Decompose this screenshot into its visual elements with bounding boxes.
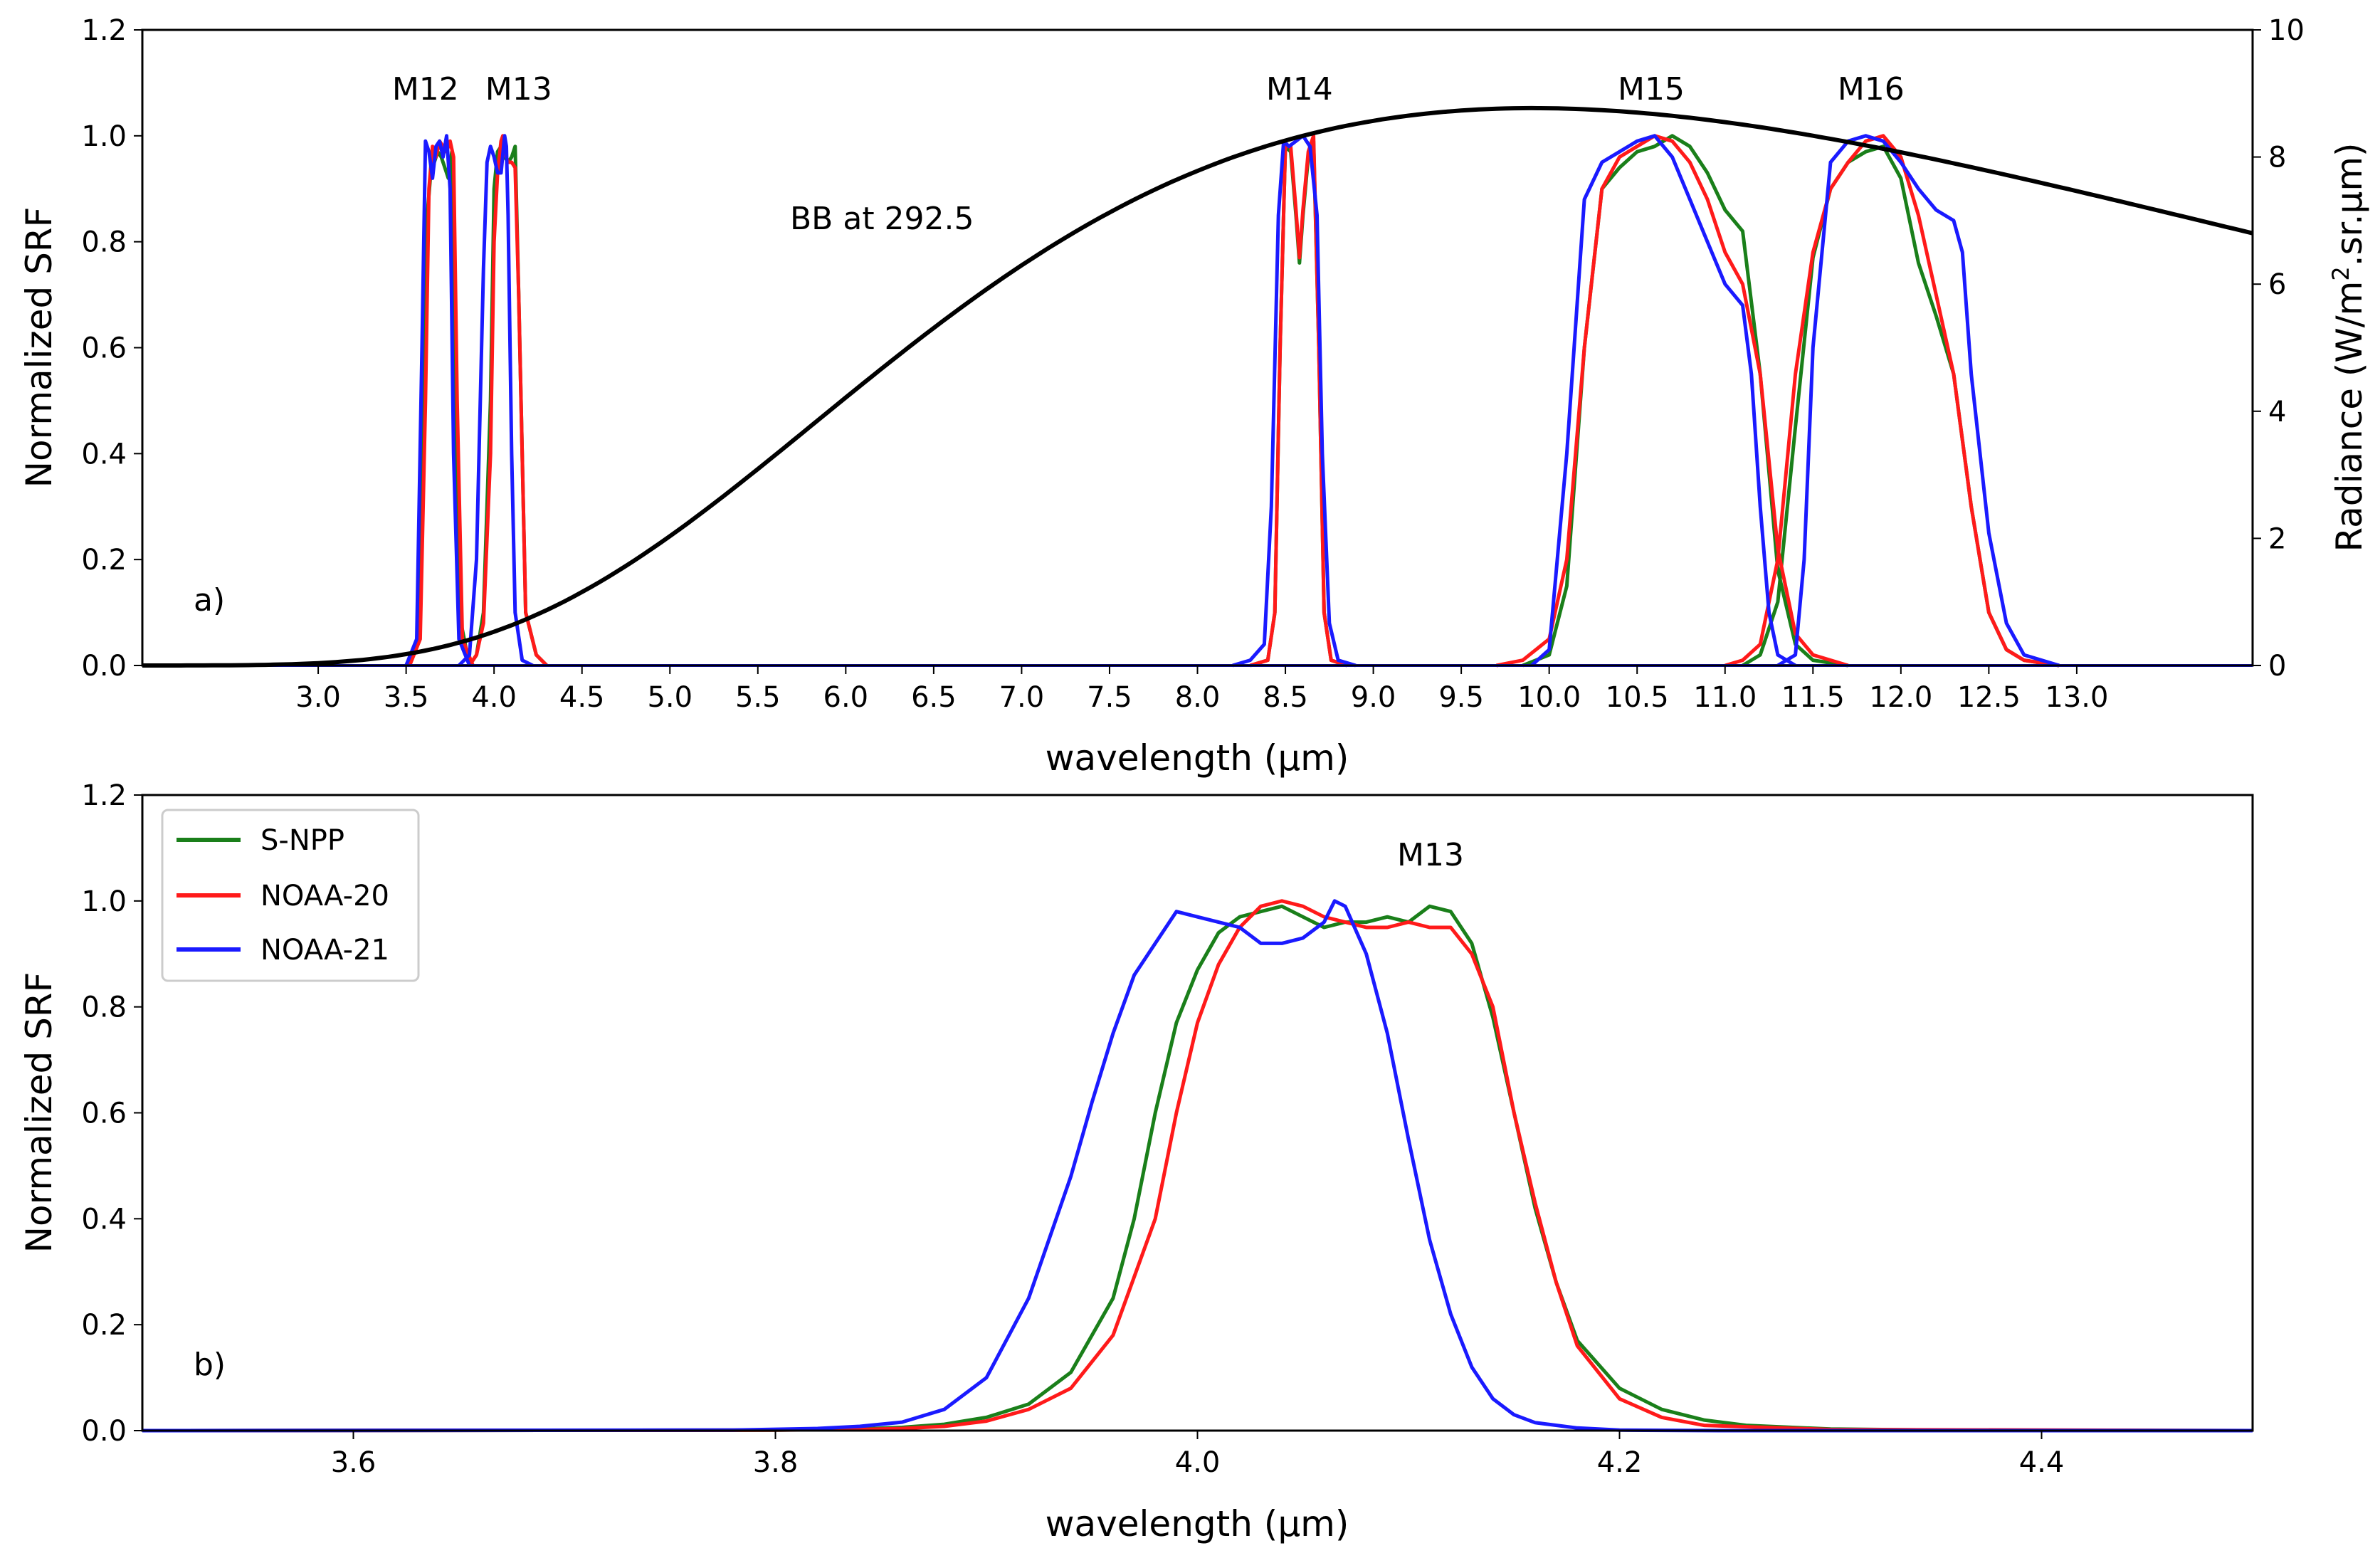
panel-a-y2-tick-label: 2	[2268, 522, 2286, 555]
panel-a-y-tick-label: 1.0	[81, 120, 127, 153]
panel-b-y-tick-label: 0.8	[81, 991, 127, 1024]
band-label-m12: M12	[392, 71, 459, 107]
panel-a-y2-tick-label: 0	[2268, 650, 2286, 683]
panel-b: 3.6 3.8 4.0 4.2 4.4 0.0 0.2 0.4 0.6 0.8 1.0 1.2 M1…	[19, 779, 2254, 1544]
panel-a-x-tick-label: 10.0	[1517, 681, 1581, 714]
panel-b-y-tick-label: 1.0	[81, 885, 127, 918]
y2-label-main: Radiance (W/m	[2329, 281, 2370, 552]
panel-b-x-tick-label: 3.6	[331, 1446, 377, 1479]
y2-label-tail: .sr.µm)	[2329, 142, 2370, 266]
blackbody-label: BB at 292.5	[790, 201, 974, 237]
m13-line-noaa20	[142, 899, 2253, 1433]
band-label-m14: M14	[1266, 71, 1333, 107]
panel-a: 3.0 3.5 4.0 4.5 5.0 5.5 6.0 6.5 7.0 7.5 8.0 8.5 9.0 9…	[19, 14, 2370, 779]
panel-b-band-label: M13	[1397, 837, 1464, 873]
panel-a-y-axis-label: Normalized SRF	[19, 207, 60, 488]
srf-line-noaa21-m12	[404, 134, 471, 666]
y2-label-superscript: 2	[2327, 266, 2354, 280]
panel-a-x-tick-label: 6.5	[911, 681, 957, 714]
panel-b-x-tick-label: 4.2	[1597, 1446, 1643, 1479]
panel-b-y-tick-label: 0.4	[81, 1203, 127, 1236]
panel-a-x-tick-label: 3.0	[295, 681, 341, 714]
band-label-m15: M15	[1618, 71, 1685, 107]
panel-a-y2-tick-label: 10	[2268, 14, 2305, 47]
srf-line-noaa21-m14	[1232, 134, 1357, 668]
panel-b-x-tick-label: 3.8	[753, 1446, 799, 1479]
panel-a-y-ticks: 0.0 0.2 0.4 0.6 0.8 1.0 1.2	[81, 14, 142, 683]
legend-entry-noaa20: NOAA-20	[260, 880, 389, 912]
panel-a-y2-axis-label: Radiance (W/m2.sr.µm)	[2327, 142, 2370, 552]
panel-a-x-tick-label: 4.5	[559, 681, 605, 714]
panel-a-y-tick-label: 0.2	[81, 544, 127, 577]
panel-b-y-tick-label: 0.6	[81, 1098, 127, 1130]
panel-b-y-axis-label: Normalized SRF	[19, 972, 60, 1253]
panel-a-x-tick-label: 12.0	[1869, 681, 1932, 714]
panel-a-x-tick-label: 10.5	[1606, 681, 1669, 714]
panel-a-x-tick-label: 12.5	[1957, 681, 2021, 714]
srf-line-noaa21-m15	[1530, 134, 1796, 668]
band-label-m13: M13	[485, 71, 552, 107]
panel-a-y-tick-label: 1.2	[81, 14, 127, 47]
panel-b-plot-area	[142, 795, 2253, 1431]
panel-a-x-tick-label: 9.5	[1438, 681, 1484, 714]
panel-a-x-tick-label: 5.0	[647, 681, 693, 714]
panel-a-x-tick-label: 11.5	[1781, 681, 1845, 714]
panel-a-y-tick-label: 0.8	[81, 226, 127, 259]
panel-a-band-labels: M12 M13 M14 M15 M16	[392, 71, 1905, 107]
panel-b-y-tick-label: 0.2	[81, 1309, 127, 1342]
panel-a-y-tick-label: 0.0	[81, 650, 127, 683]
panel-a-y2-tick-label: 6	[2268, 268, 2286, 301]
panel-a-x-tick-label: 3.5	[384, 681, 429, 714]
legend-entry-snpp: S-NPP	[260, 824, 344, 857]
legend-entry-noaa21: NOAA-21	[260, 934, 389, 967]
panel-b-y-ticks: 0.0 0.2 0.4 0.6 0.8 1.0 1.2	[81, 779, 142, 1448]
panel-a-y-tick-label: 0.4	[81, 438, 127, 470]
panel-b-y-tick-label: 1.2	[81, 779, 127, 812]
legend-box	[161, 809, 420, 982]
legend: S-NPP NOAA-20 NOAA-21	[161, 809, 420, 982]
panel-a-y2-tick-label: 8	[2268, 142, 2286, 174]
panel-a-x-tick-label: 7.5	[1087, 681, 1132, 714]
panel-b-y-tick-label: 0.0	[81, 1415, 127, 1448]
m13-line-snpp	[142, 904, 2253, 1433]
blackbody-curve	[142, 105, 2253, 668]
panel-a-x-tick-label: 11.0	[1693, 681, 1757, 714]
panel-a-x-tick-label: 9.0	[1351, 681, 1396, 714]
panel-b-label: b)	[194, 1347, 226, 1383]
panel-a-x-tick-label: 5.5	[735, 681, 781, 714]
panel-a-x-tick-label: 8.5	[1263, 681, 1308, 714]
panel-a-x-tick-label: 13.0	[2045, 681, 2108, 714]
panel-a-x-tick-label: 7.0	[999, 681, 1045, 714]
panel-b-x-axis-label: wavelength (µm)	[1046, 1503, 1349, 1544]
panel-a-label: a)	[194, 582, 225, 619]
panel-b-x-ticks: 3.6 3.8 4.0 4.2 4.4	[331, 1431, 2065, 1479]
panel-b-x-tick-label: 4.4	[2019, 1446, 2065, 1479]
panel-a-x-tick-label: 4.0	[471, 681, 517, 714]
band-label-m16: M16	[1838, 71, 1905, 107]
panel-a-blackbody-group	[142, 105, 2253, 668]
m13-line-noaa21	[142, 899, 2253, 1433]
panel-a-x-axis-label: wavelength (µm)	[1046, 737, 1349, 779]
panel-a-y2-ticks: 0 2 4 6 8 10	[2253, 14, 2305, 683]
panel-b-x-tick-label: 4.0	[1175, 1446, 1221, 1479]
srf-line-noaa21-m16	[1776, 134, 2060, 668]
srf-line-noaa21-m13	[458, 134, 534, 668]
panel-b-series-group	[142, 899, 2253, 1433]
panel-a-y-tick-label: 0.6	[81, 332, 127, 365]
panel-a-x-tick-label: 6.0	[823, 681, 869, 714]
srf-line-noaa20-m14	[1249, 134, 1348, 668]
panel-a-x-ticks: 3.0 3.5 4.0 4.5 5.0 5.5 6.0 6.5 7.0 7.5 8.0 8.5 9.0 9…	[295, 665, 2108, 714]
srf-line-noaa20-m16	[1725, 134, 2060, 668]
panel-a-x-tick-label: 8.0	[1175, 681, 1221, 714]
panel-a-y2-tick-label: 4	[2268, 396, 2286, 428]
